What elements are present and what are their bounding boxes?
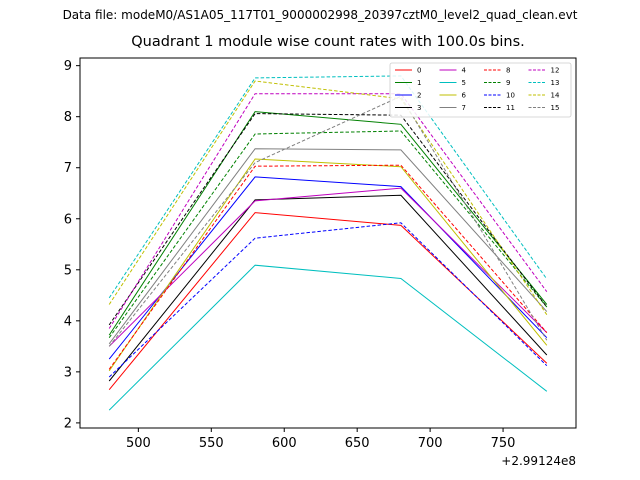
series-line-0 [108,212,548,391]
series-line-11 [108,113,548,326]
series-line-2 [108,176,548,360]
series-line-14 [108,80,548,315]
x-tick-label: 650 [345,436,370,451]
y-tick-label: 8 [64,110,72,125]
series-lines [108,75,548,411]
x-tick-label: 750 [491,436,516,451]
y-tick-label: 4 [64,314,72,329]
legend-label-2: 2 [417,92,421,100]
legend-label-7: 7 [462,104,466,112]
y-tick-label: 5 [64,263,72,278]
series-line-12 [108,93,548,329]
legend-label-13: 13 [551,79,560,87]
legend-label-0: 0 [417,67,421,75]
axes-frame [79,57,577,429]
chart-title: Quadrant 1 module wise count rates with … [131,34,525,50]
series-line-8 [108,164,548,370]
data-file-suptitle: Data file: modeM0/AS1A05_117T01_90000029… [62,8,578,22]
series-line-10 [108,222,548,378]
legend-label-6: 6 [462,92,467,100]
legend-label-5: 5 [462,79,466,87]
series-line-3 [108,194,548,382]
x-axis-offset-label: +2.99124e8 [501,454,576,468]
x-tick-label: 500 [126,436,151,451]
legend-label-4: 4 [462,67,467,75]
legend-label-1: 1 [417,79,421,87]
legend-label-15: 15 [551,104,560,112]
series-line-6 [108,158,548,372]
legend-label-10: 10 [506,92,515,100]
y-tick-label: 3 [64,365,72,380]
series-line-5 [108,264,548,411]
legend-box [389,62,572,118]
legend-label-9: 9 [506,79,510,87]
y-tick-label: 7 [64,161,72,176]
series-line-4 [108,187,548,347]
x-tick-label: 700 [418,436,443,451]
legend-label-12: 12 [551,67,560,75]
y-tick-label: 9 [64,59,72,74]
legend-label-8: 8 [506,67,510,75]
x-tick-label: 550 [199,436,224,451]
legend-label-3: 3 [417,104,421,112]
y-tick-label: 2 [64,416,72,431]
series-line-15 [108,95,548,347]
y-tick-label: 6 [64,212,72,227]
x-tick-label: 600 [272,436,297,451]
series-line-1 [108,111,548,336]
legend-label-14: 14 [551,92,560,100]
series-line-7 [108,148,548,345]
legend-label-11: 11 [506,104,515,112]
series-line-13 [108,75,548,299]
